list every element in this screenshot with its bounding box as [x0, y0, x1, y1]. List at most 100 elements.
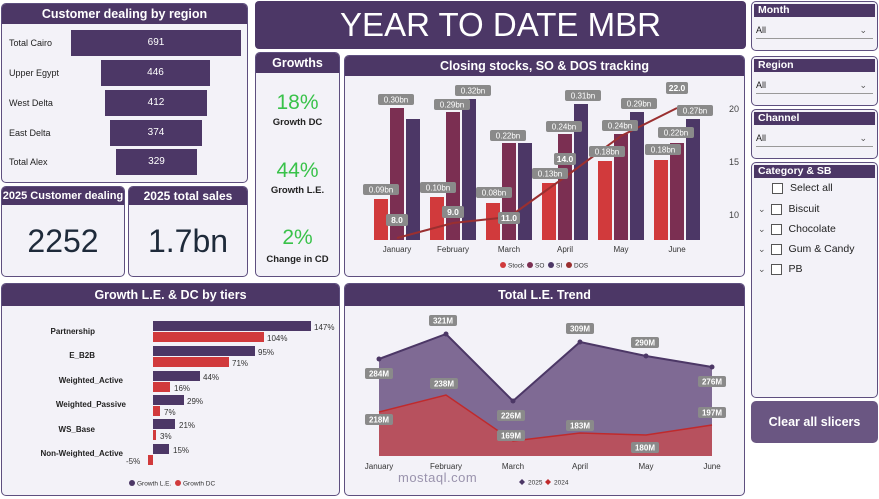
region-panel: Customer dealing by region Total Cairo 6…	[1, 3, 248, 183]
stock-bar[interactable]	[374, 199, 388, 240]
stock-bar[interactable]	[542, 183, 556, 240]
data-label: 226M	[501, 412, 521, 421]
si-bar[interactable]	[518, 143, 532, 240]
dos-line	[396, 107, 678, 239]
stock-bar[interactable]	[430, 197, 444, 240]
stock-bar[interactable]	[598, 161, 612, 240]
x-tick: January	[383, 245, 411, 254]
select-all-option[interactable]: Select all	[772, 180, 833, 196]
growth-le-bar[interactable]	[153, 419, 175, 429]
tiers-legend: Growth L.E. Growth DC	[129, 480, 215, 488]
category-option[interactable]: ⌄ Biscuit	[758, 201, 819, 217]
chevron-down-icon[interactable]: ⌄	[859, 80, 867, 90]
legend-item: SI	[556, 263, 562, 270]
region-dropdown[interactable]: All ⌄	[756, 80, 873, 94]
chevron-down-icon[interactable]: ⌄	[758, 223, 766, 234]
si-bar[interactable]	[462, 99, 476, 240]
tier-values: 147% 104% 95% 71% 44% 16% 29% 7% 21% 3% …	[126, 323, 334, 466]
growths-title: Growths	[256, 53, 339, 73]
tier-bars[interactable]	[148, 321, 311, 465]
tier-value: 16%	[174, 384, 190, 393]
growth-dc-bar[interactable]	[153, 357, 229, 367]
so-bar[interactable]	[558, 134, 572, 240]
growth-dc-bar[interactable]	[148, 455, 153, 465]
data-label: 0.24bn	[552, 123, 576, 132]
data-label: 180M	[635, 444, 655, 453]
channel-dropdown[interactable]: All ⌄	[756, 133, 873, 147]
growth-le-bar[interactable]	[153, 371, 200, 381]
total-sales-title: 2025 total sales	[129, 187, 247, 205]
tier-value: 3%	[160, 432, 172, 441]
so-bar[interactable]	[614, 134, 628, 240]
data-label: 309M	[570, 325, 590, 334]
region-bar[interactable]: 446	[101, 60, 210, 86]
total-sales-card: 2025 total sales 1.7bn	[128, 186, 248, 277]
si-bar[interactable]	[630, 112, 644, 240]
clear-slicers-button[interactable]: Clear all slicers	[751, 401, 878, 443]
trend-title: Total L.E. Trend	[345, 284, 744, 306]
region-label: East Delta	[9, 128, 51, 138]
trend-legend: 2025 2024	[519, 479, 569, 487]
checkbox[interactable]	[770, 223, 782, 235]
region-bar[interactable]: 329	[116, 149, 197, 175]
change-cd-value: 2%	[282, 226, 313, 249]
so-bar[interactable]	[670, 143, 684, 240]
growth-dc-bar[interactable]	[153, 382, 170, 392]
category-option[interactable]: ⌄ PB	[758, 261, 803, 277]
category-option[interactable]: ⌄ Chocolate	[758, 221, 836, 237]
stock-bar[interactable]	[486, 203, 500, 240]
chevron-down-icon[interactable]: ⌄	[758, 203, 766, 214]
growths-panel: Growths 18% Growth DC 44% Growth L.E. 2%…	[255, 52, 340, 277]
growth-dc-bar[interactable]	[153, 406, 160, 416]
closing-stocks-chart: 20 15 10 January February March April Ma…	[363, 82, 739, 270]
chevron-down-icon[interactable]: ⌄	[758, 263, 766, 274]
chevron-down-icon[interactable]: ⌄	[859, 25, 867, 35]
closing-stocks-panel: Closing stocks, SO & DOS tracking 20 15	[344, 55, 745, 277]
data-label: 183M	[570, 422, 590, 431]
data-label: 0.22bn	[496, 132, 520, 141]
growth-le-bar[interactable]	[153, 444, 169, 454]
checkbox[interactable]	[770, 263, 782, 275]
growth-dc-bar[interactable]	[153, 430, 156, 440]
si-bar[interactable]	[406, 119, 420, 240]
data-label: 0.13bn	[538, 170, 562, 179]
x-tick: February	[430, 462, 462, 471]
data-label: 0.30bn	[384, 96, 408, 105]
x-tick: May	[613, 245, 628, 254]
tiers-panel: Growth L.E. & DC by tiers Partnership E_…	[1, 283, 340, 496]
region-bar[interactable]: 374	[110, 120, 202, 146]
chevron-down-icon[interactable]: ⌄	[859, 133, 867, 143]
option-label: PB	[788, 263, 803, 275]
region-bar[interactable]: 691	[71, 30, 241, 56]
trend-panel: Total L.E. Trend 284M 321M 226M 309M 290…	[344, 283, 745, 496]
checkbox[interactable]	[770, 243, 782, 255]
data-label: 0.31bn	[571, 92, 595, 101]
tier-value: -5%	[126, 457, 140, 466]
growth-dc-bar[interactable]	[153, 332, 264, 342]
growth-le-bar[interactable]	[153, 395, 184, 405]
growth-le-bar[interactable]	[153, 321, 311, 331]
so-bar[interactable]	[390, 108, 404, 240]
growth-dc-label: Growth DC	[272, 117, 323, 128]
checkbox[interactable]	[770, 203, 782, 215]
data-label: 0.09bn	[369, 186, 393, 195]
region-slicer[interactable]: Region All ⌄	[751, 56, 878, 106]
channel-slicer[interactable]: Channel All ⌄	[751, 109, 878, 159]
stock-bar[interactable]	[654, 160, 668, 240]
category-option[interactable]: ⌄ Gum & Candy	[758, 241, 855, 257]
dos-label: 14.0	[557, 154, 574, 164]
si-bar[interactable]	[686, 119, 700, 240]
checkbox[interactable]	[772, 182, 783, 194]
category-slicer[interactable]: Category & SB Select all ⌄ Biscuit ⌄ Cho…	[751, 162, 878, 398]
month-slicer[interactable]: Month All ⌄	[751, 1, 878, 51]
month-dropdown[interactable]: All ⌄	[756, 25, 873, 39]
growth-le-bar[interactable]	[153, 346, 255, 356]
si-bar[interactable]	[574, 104, 588, 240]
so-bar[interactable]	[446, 112, 460, 240]
watermark: mostaql.com	[398, 470, 478, 485]
region-bar[interactable]: 412	[105, 90, 207, 116]
option-label: Biscuit	[788, 203, 820, 215]
chevron-down-icon[interactable]: ⌄	[758, 243, 766, 254]
markers-2025	[376, 331, 715, 404]
area-2024[interactable]	[379, 395, 712, 456]
